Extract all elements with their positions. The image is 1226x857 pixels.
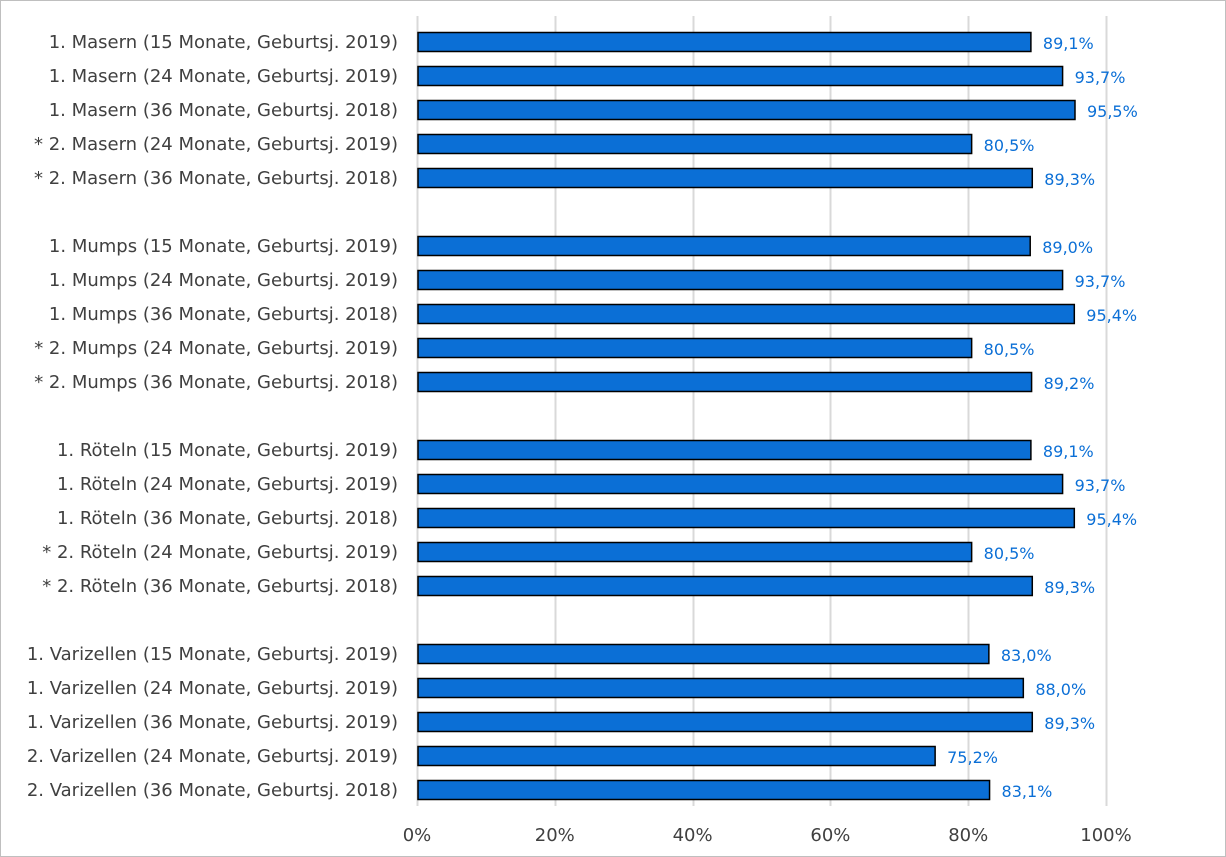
category-label: 1. Mumps (24 Monate, Geburtsj. 2019) [49,270,398,291]
category-label: 1. Masern (15 Monate, Geburtsj. 2019) [49,32,398,53]
bar [417,337,973,359]
bar [417,303,1076,325]
data-label: 88,0% [1035,680,1086,699]
category-label: 1. Mumps (36 Monate, Geburtsj. 2018) [49,304,398,325]
category-label: 1. Varizellen (36 Monate, Geburtsj. 2019… [27,712,398,733]
bar [417,269,1064,291]
bar [417,133,973,155]
bar [417,541,973,563]
bar [417,235,1031,257]
data-label: 95,4% [1086,306,1137,325]
x-axis-ticks: 0% 20% 40% 60% 80% 100% [403,825,1132,846]
data-label: 89,3% [1044,578,1095,597]
bar [417,371,1033,393]
data-label: 75,2% [947,748,998,767]
data-label: 93,7% [1075,272,1126,291]
x-tick-label: 100% [1080,825,1131,846]
category-label: 1. Mumps (15 Monate, Geburtsj. 2019) [49,236,398,257]
category-label: * 2. Röteln (24 Monate, Geburtsj. 2019) [42,542,398,563]
data-label: 93,7% [1075,476,1126,495]
bar [417,575,1034,597]
bars [417,31,1076,801]
x-tick-label: 0% [403,825,432,846]
data-label: 95,5% [1087,102,1138,121]
category-label: * 2. Masern (36 Monate, Geburtsj. 2018) [34,168,398,189]
category-label: 1. Röteln (36 Monate, Geburtsj. 2018) [57,508,398,529]
bar [417,711,1034,733]
category-label: 1. Röteln (24 Monate, Geburtsj. 2019) [57,474,398,495]
bar [417,677,1025,699]
category-label: 1. Varizellen (24 Monate, Geburtsj. 2019… [27,678,398,699]
x-tick-label: 60% [810,825,850,846]
value-labels: 89,1% 93,7% 95,5% 80,5% 89,3% 89,0% 93,7% 95,4%… [947,34,1138,801]
data-label: 89,1% [1043,34,1094,53]
bar [417,779,991,801]
bar [417,745,936,767]
data-label: 80,5% [984,136,1035,155]
x-tick-label: 80% [948,825,988,846]
category-label: * 2. Masern (24 Monate, Geburtsj. 2019) [34,134,398,155]
category-labels: 1. Masern (15 Monate, Geburtsj. 2019) 1. … [27,32,398,801]
category-label: 1. Masern (24 Monate, Geburtsj. 2019) [49,66,398,87]
data-label: 89,3% [1044,170,1095,189]
category-label: * 2. Mumps (24 Monate, Geburtsj. 2019) [34,338,398,359]
data-label: 93,7% [1075,68,1126,87]
category-label: 2. Varizellen (36 Monate, Geburtsj. 2018… [27,780,398,801]
data-label: 89,3% [1044,714,1095,733]
bar [417,439,1032,461]
bar [417,507,1076,529]
bar [417,31,1032,53]
data-label: 80,5% [984,544,1035,563]
category-label: 1. Masern (36 Monate, Geburtsj. 2018) [49,100,398,121]
bar [417,99,1076,121]
data-label: 89,0% [1042,238,1093,257]
category-label: 1. Röteln (15 Monate, Geburtsj. 2019) [57,440,398,461]
data-label: 83,0% [1001,646,1052,665]
category-label: * 2. Mumps (36 Monate, Geburtsj. 2018) [34,372,398,393]
category-label: * 2. Röteln (36 Monate, Geburtsj. 2018) [42,576,398,597]
category-label: 1. Varizellen (15 Monate, Geburtsj. 2019… [27,644,398,665]
data-label: 80,5% [984,340,1035,359]
bar [417,643,990,665]
data-label: 95,4% [1086,510,1137,529]
x-tick-label: 20% [535,825,575,846]
bar [417,473,1064,495]
bar [417,65,1064,87]
data-label: 83,1% [1002,782,1053,801]
data-label: 89,1% [1043,442,1094,461]
category-label: 2. Varizellen (24 Monate, Geburtsj. 2019… [27,746,398,767]
data-label: 89,2% [1044,374,1095,393]
bar [417,167,1034,189]
x-tick-label: 40% [673,825,713,846]
